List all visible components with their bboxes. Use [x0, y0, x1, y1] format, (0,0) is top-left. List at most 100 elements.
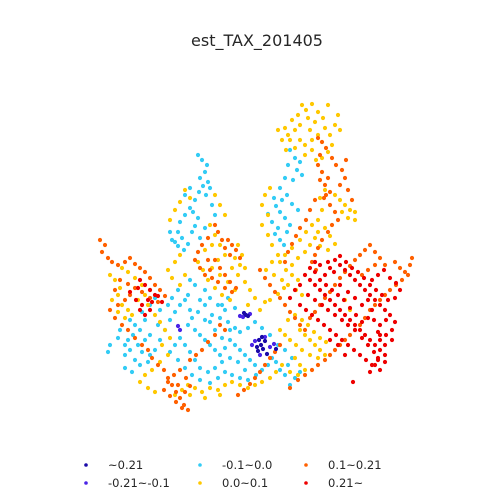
data-point — [281, 285, 287, 291]
data-point — [289, 262, 295, 268]
data-point — [402, 269, 408, 275]
data-point — [196, 189, 202, 195]
data-point — [377, 302, 383, 308]
series-4 — [97, 135, 415, 413]
data-point — [339, 209, 345, 215]
data-point — [233, 285, 239, 291]
data-point — [309, 312, 315, 318]
data-point — [252, 338, 258, 344]
data-point — [139, 282, 145, 288]
data-point — [149, 299, 155, 305]
data-point — [217, 392, 223, 398]
data-point — [302, 249, 308, 255]
series-0 — [241, 310, 279, 357]
data-point — [292, 127, 298, 133]
data-point — [309, 147, 315, 153]
data-point — [202, 169, 208, 175]
data-point — [272, 231, 278, 237]
legend-marker — [304, 481, 308, 485]
data-point — [357, 322, 363, 328]
data-point — [217, 272, 223, 278]
data-point — [367, 282, 373, 288]
data-point — [327, 233, 333, 239]
data-point — [335, 342, 341, 348]
data-point — [405, 272, 411, 278]
data-point — [185, 407, 191, 413]
data-point — [333, 332, 339, 338]
legend-label: ~0.21 — [108, 458, 143, 472]
data-point — [299, 172, 305, 178]
data-point — [312, 235, 318, 241]
data-point — [135, 285, 141, 291]
data-point — [192, 223, 198, 229]
data-point — [352, 327, 358, 333]
data-point — [165, 302, 171, 308]
data-point — [277, 342, 283, 348]
data-point — [313, 157, 319, 163]
data-point — [215, 387, 221, 393]
data-point — [177, 302, 183, 308]
data-point — [277, 209, 283, 215]
data-point — [195, 249, 201, 255]
legend-label: 0.1~0.21 — [328, 458, 382, 472]
legend-label: 0.21~ — [328, 476, 363, 490]
data-point — [119, 322, 125, 328]
data-point — [227, 252, 233, 258]
data-point — [222, 327, 228, 333]
data-point — [242, 265, 248, 271]
data-point — [287, 222, 293, 228]
data-point — [235, 272, 241, 278]
data-point — [167, 217, 173, 223]
data-point — [312, 119, 318, 125]
data-point — [295, 372, 301, 378]
data-point — [303, 307, 309, 313]
data-point — [311, 329, 317, 335]
data-point — [175, 382, 181, 388]
data-point — [322, 272, 328, 278]
data-point — [205, 235, 211, 241]
data-point — [342, 337, 348, 343]
data-point — [309, 259, 315, 265]
data-point — [297, 225, 303, 231]
data-point — [307, 352, 313, 358]
data-point — [259, 334, 265, 340]
data-point — [362, 287, 368, 293]
data-point — [297, 302, 303, 308]
data-point — [267, 332, 273, 338]
data-point — [337, 253, 343, 259]
data-point — [287, 337, 293, 343]
data-point — [192, 327, 198, 333]
data-point — [232, 305, 238, 311]
data-point — [375, 355, 381, 361]
data-point — [132, 335, 138, 341]
data-point — [245, 385, 251, 391]
data-point — [127, 255, 133, 261]
data-point — [200, 183, 206, 189]
data-point — [130, 332, 136, 338]
data-point — [257, 307, 263, 313]
data-point — [287, 385, 293, 391]
data-point — [181, 247, 187, 253]
data-point — [315, 355, 321, 361]
data-point — [149, 367, 155, 373]
data-point — [283, 147, 289, 153]
data-point — [155, 293, 161, 299]
data-point — [337, 307, 343, 313]
data-point — [352, 322, 358, 328]
data-point — [219, 302, 225, 308]
data-point — [237, 382, 243, 388]
data-point — [183, 375, 189, 381]
data-point — [173, 399, 179, 405]
data-point — [142, 337, 148, 343]
data-point — [307, 315, 313, 321]
data-point — [259, 202, 265, 208]
data-point — [167, 393, 173, 399]
data-point — [242, 367, 248, 373]
data-point — [122, 297, 128, 303]
data-point — [329, 287, 335, 293]
data-point — [355, 269, 361, 275]
data-point — [115, 309, 121, 315]
data-point — [323, 282, 329, 288]
data-point — [149, 355, 155, 361]
